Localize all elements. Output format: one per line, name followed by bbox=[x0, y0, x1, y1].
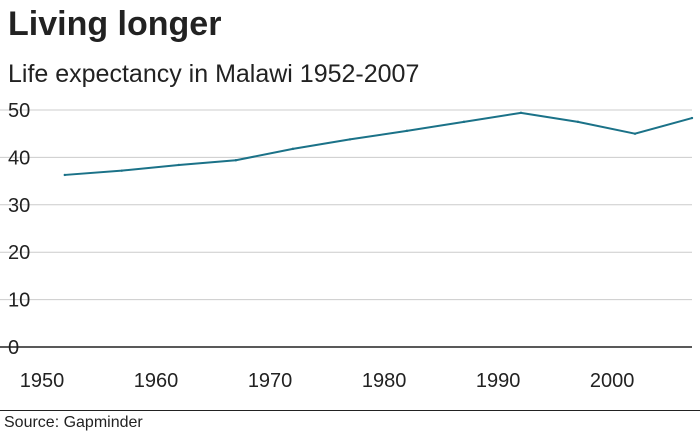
chart-subtitle: Life expectancy in Malawi 1952-2007 bbox=[8, 60, 420, 88]
x-tick-label-1990: 1990 bbox=[476, 370, 521, 392]
x-tick-label-1980: 1980 bbox=[362, 370, 407, 392]
data-point-1987 bbox=[462, 120, 466, 124]
data-point-1967 bbox=[234, 159, 238, 162]
data-point-1952 bbox=[63, 173, 67, 177]
data-point-1982 bbox=[405, 129, 409, 133]
life-expectancy-chart: 0 10 20 30 40 50 1950 1960 1970 1980 1990 2000 bbox=[0, 100, 694, 392]
chart-title: Living longer bbox=[8, 5, 222, 43]
x-tick-label-1960: 1960 bbox=[134, 370, 179, 392]
x-tick-label-1970: 1970 bbox=[248, 370, 293, 392]
y-tick-label-10: 10 bbox=[8, 290, 30, 312]
x-axis-labels: 1950 1960 1970 1980 1990 2000 bbox=[20, 370, 635, 392]
y-tick-label-0: 0 bbox=[8, 337, 19, 359]
y-tick-label-30: 30 bbox=[8, 195, 30, 217]
data-point-1977 bbox=[348, 138, 352, 141]
data-point-1957 bbox=[120, 169, 124, 172]
y-tick-label-20: 20 bbox=[8, 242, 30, 264]
data-point-2007 bbox=[690, 116, 694, 120]
series-layer bbox=[63, 111, 694, 177]
data-point-1962 bbox=[177, 163, 181, 167]
y-tick-label-40: 40 bbox=[8, 147, 30, 169]
y-axis-labels: 0 10 20 30 40 50 bbox=[8, 100, 30, 359]
x-tick-label-1950: 1950 bbox=[20, 370, 65, 392]
data-point-1997 bbox=[576, 120, 580, 124]
data-point-2002 bbox=[633, 132, 637, 135]
footer-divider bbox=[0, 410, 700, 411]
y-tick-label-50: 50 bbox=[8, 100, 30, 122]
x-tick-label-2000: 2000 bbox=[590, 370, 635, 392]
gridlines bbox=[0, 109, 692, 348]
series-line-0 bbox=[63, 111, 693, 176]
source-note: Source: Gapminder bbox=[4, 414, 143, 431]
data-point-1972 bbox=[291, 147, 295, 151]
data-point-1992 bbox=[519, 111, 523, 115]
